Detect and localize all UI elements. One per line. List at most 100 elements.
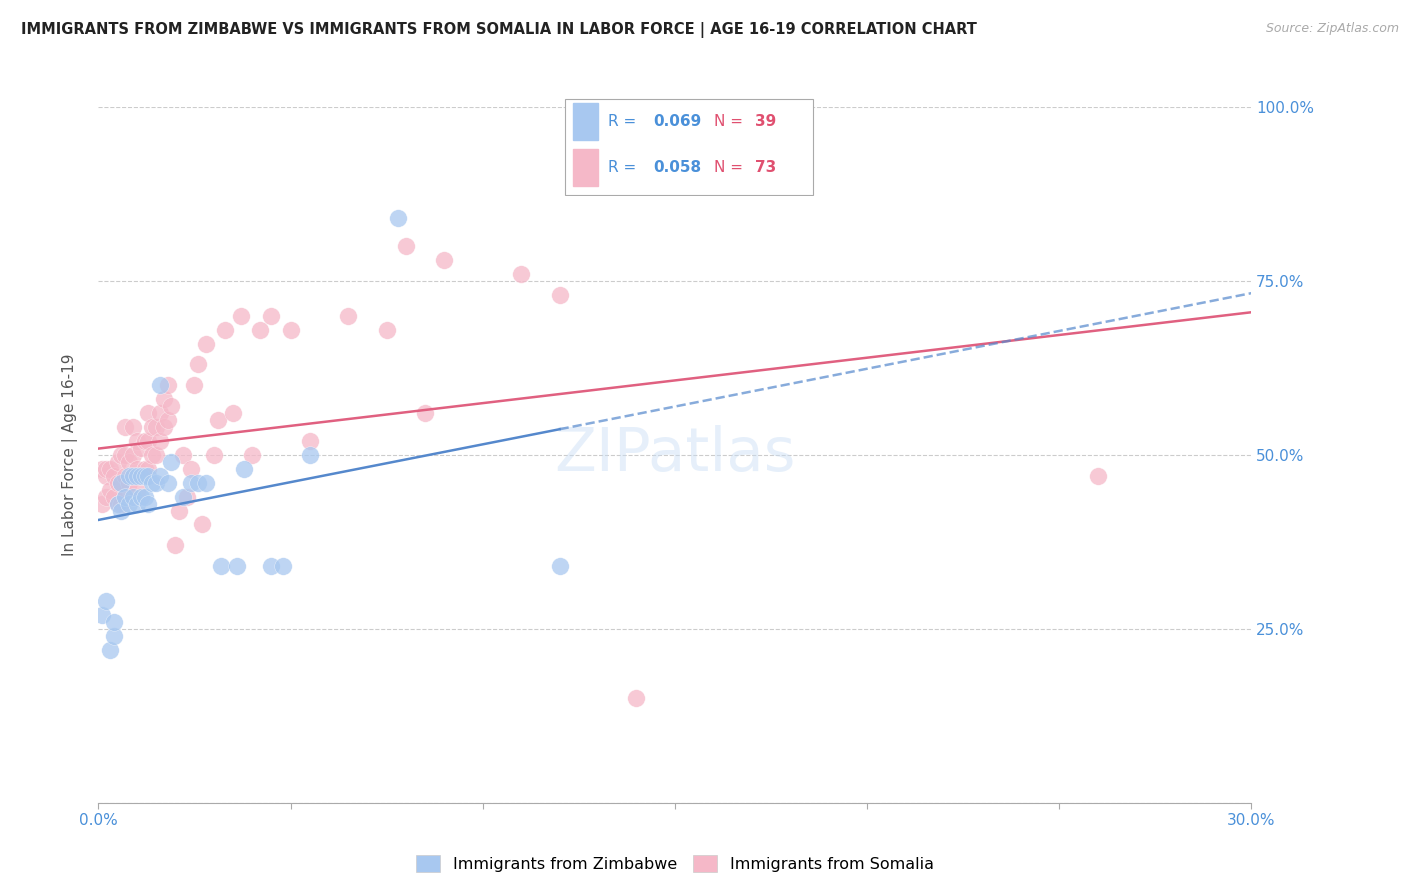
Point (207, 413, 229, 427)
Point (110, 475, 132, 490)
Point (103, 490, 125, 504)
Point (134, 434, 156, 448)
Point (98, 642, 121, 657)
Point (395, 239, 418, 253)
Point (138, 434, 160, 448)
Point (160, 399, 183, 413)
Point (125, 468, 148, 483)
Text: N =: N = (714, 114, 748, 129)
Point (271, 559, 294, 574)
Point (125, 462, 148, 476)
Text: 39: 39 (755, 114, 776, 129)
Text: 0.058: 0.058 (654, 161, 702, 176)
Point (298, 434, 321, 448)
Point (107, 475, 129, 490)
Point (172, 448, 194, 462)
Point (114, 490, 136, 504)
Point (141, 420, 163, 434)
Point (156, 413, 179, 427)
Point (138, 462, 160, 476)
Point (187, 358, 209, 372)
Point (91, 497, 114, 511)
Point (149, 406, 172, 420)
Point (165, 538, 187, 552)
Point (125, 434, 148, 448)
Point (122, 448, 145, 462)
Text: 73: 73 (755, 161, 776, 176)
Point (298, 448, 321, 462)
Point (118, 497, 141, 511)
Point (387, 211, 409, 226)
Text: R =: R = (607, 161, 641, 176)
Point (114, 490, 136, 504)
Point (375, 323, 398, 337)
Point (145, 448, 167, 462)
Point (122, 490, 145, 504)
Point (103, 468, 125, 483)
Point (149, 468, 172, 483)
Text: R =: R = (607, 114, 641, 129)
Point (118, 475, 141, 490)
Point (180, 462, 202, 476)
Point (118, 455, 141, 469)
Point (209, 559, 232, 574)
Point (91, 607, 114, 622)
Point (249, 323, 271, 337)
Text: ZIPatlas: ZIPatlas (554, 425, 796, 484)
Point (280, 323, 302, 337)
Point (129, 468, 152, 483)
Point (183, 378, 205, 392)
Point (413, 406, 436, 420)
Point (107, 497, 129, 511)
FancyBboxPatch shape (565, 99, 813, 195)
Point (1087, 468, 1109, 483)
Point (152, 392, 174, 407)
Text: 0.069: 0.069 (654, 114, 702, 129)
Point (548, 288, 571, 302)
Point (191, 517, 214, 532)
Point (94, 490, 117, 504)
Point (145, 475, 167, 490)
Legend: Immigrants from Zimbabwe, Immigrants from Somalia: Immigrants from Zimbabwe, Immigrants fro… (409, 849, 941, 879)
Point (167, 503, 190, 517)
Y-axis label: In Labor Force | Age 16-19: In Labor Force | Age 16-19 (62, 353, 77, 557)
Point (129, 468, 152, 483)
Point (91, 462, 114, 476)
Point (107, 455, 129, 469)
Point (195, 475, 218, 490)
Point (149, 378, 172, 392)
Point (260, 559, 283, 574)
Point (229, 309, 252, 323)
Bar (572, 103, 598, 140)
Point (114, 468, 136, 483)
Point (260, 309, 283, 323)
Point (122, 468, 145, 483)
Text: Source: ZipAtlas.com: Source: ZipAtlas.com (1265, 22, 1399, 36)
Point (98, 462, 121, 476)
Text: IMMIGRANTS FROM ZIMBABWE VS IMMIGRANTS FROM SOMALIA IN LABOR FORCE | AGE 16-19 C: IMMIGRANTS FROM ZIMBABWE VS IMMIGRANTS F… (21, 22, 977, 38)
Point (187, 475, 209, 490)
Point (176, 490, 198, 504)
Point (156, 378, 179, 392)
Point (222, 406, 245, 420)
Point (138, 406, 160, 420)
Point (103, 629, 125, 643)
Point (122, 420, 145, 434)
Point (172, 490, 194, 504)
Point (337, 309, 360, 323)
Point (510, 267, 533, 281)
Point (141, 448, 163, 462)
Point (122, 468, 145, 483)
Bar (572, 149, 598, 186)
Point (141, 475, 163, 490)
Point (180, 475, 202, 490)
Point (110, 497, 132, 511)
Point (149, 434, 172, 448)
Point (156, 475, 179, 490)
Point (114, 448, 136, 462)
Point (129, 441, 152, 455)
Text: N =: N = (714, 161, 748, 176)
Point (129, 490, 152, 504)
Point (134, 490, 156, 504)
Point (626, 691, 648, 706)
